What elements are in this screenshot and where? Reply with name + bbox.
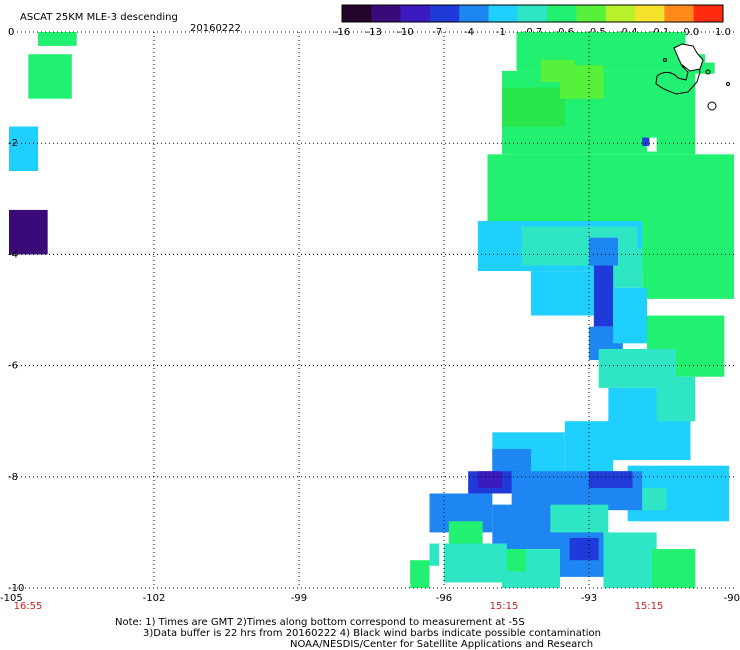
data-cell — [38, 32, 77, 46]
time-label: 16:55 — [14, 601, 43, 612]
data-cell — [589, 471, 633, 488]
colorbar-label: 1.0 — [715, 27, 731, 38]
colorbar-swatch — [547, 5, 577, 22]
colorbar-swatch — [664, 5, 695, 22]
x-tick-label: -90 — [724, 593, 740, 604]
data-cell — [656, 376, 696, 422]
data-cell — [502, 87, 565, 127]
time-label: 15:15 — [490, 601, 519, 612]
colorbar-swatch — [371, 5, 402, 22]
grid-lines — [9, 31, 734, 589]
data-cell — [9, 126, 38, 171]
data-cell — [550, 504, 609, 533]
data-cell — [429, 543, 440, 566]
colorbar-swatch — [488, 5, 519, 22]
y-tick-label: -8 — [8, 472, 18, 483]
data-cell — [516, 154, 580, 188]
data-cell — [9, 209, 48, 255]
island-outline — [726, 82, 730, 86]
colorbar-frame — [341, 4, 724, 23]
chart-title: ASCAT 25KM MLE-3 descending — [20, 12, 178, 23]
y-tick-label: -6 — [8, 361, 18, 372]
data-cell — [593, 265, 614, 327]
time-labels: 16:55 15:15 15:15 — [14, 601, 664, 612]
y-tick-label: 0 — [8, 27, 14, 38]
colorbar-swatch — [693, 5, 724, 22]
island-outline — [673, 43, 704, 72]
data-cell — [477, 471, 502, 488]
colorbar-swatch — [459, 5, 490, 22]
data-cell — [569, 537, 599, 561]
data-cell — [613, 287, 647, 344]
colorbar-label: -1 — [496, 27, 506, 38]
data-cell — [589, 237, 618, 266]
data-cell — [642, 137, 650, 146]
chart-date: 20160222 — [190, 23, 241, 34]
colorbar-swatch — [429, 5, 460, 22]
y-tick-labels: 0 -2 -4 -6 -8 -10 — [8, 27, 24, 594]
note-line-3: NOAA/NESDIS/Center for Satellite Applica… — [290, 639, 593, 650]
x-tick-label: -96 — [436, 593, 452, 604]
x-tick-labels: -105 -102 -99 -96 -93 -90 — [0, 593, 740, 604]
island-outline — [663, 58, 667, 62]
colorbar-label: 0.0 — [683, 27, 699, 38]
island-outline — [707, 101, 717, 111]
x-tick-label: -93 — [581, 593, 597, 604]
island-outlines — [655, 43, 730, 111]
data-cell — [448, 543, 478, 555]
data-cell — [506, 549, 527, 572]
data-cell — [651, 549, 696, 588]
colorbar-swatch — [605, 5, 636, 22]
note-line-1: Note: 1) Times are GMT 2)Times along bot… — [115, 617, 525, 628]
colorbar-swatch — [342, 5, 372, 22]
data-cell — [647, 137, 657, 152]
note-line-2: 3)Data buffer is 22 hrs from 20160222 4)… — [143, 628, 601, 639]
data-cell — [690, 62, 715, 74]
data-cell — [410, 560, 430, 588]
colorbar-swatch — [635, 5, 665, 22]
y-tick-label: -4 — [8, 249, 18, 260]
data-cell — [540, 59, 575, 83]
island-outline — [655, 59, 701, 95]
x-tick-label: -105 — [0, 593, 23, 604]
colorbar-swatch — [517, 5, 548, 22]
data-cell — [28, 54, 72, 99]
y-tick-label: -10 — [8, 583, 24, 594]
time-label: 15:15 — [635, 601, 664, 612]
data-cell — [603, 532, 657, 588]
data-cells — [9, 32, 734, 588]
colorbar-swatch — [400, 5, 431, 22]
data-cell — [642, 221, 734, 299]
y-tick-label: -2 — [8, 138, 18, 149]
colorbar-swatch — [576, 5, 607, 22]
data-cell — [531, 271, 594, 316]
x-tick-label: -99 — [291, 593, 307, 604]
island-outline — [705, 69, 711, 75]
x-tick-label: -102 — [143, 593, 166, 604]
